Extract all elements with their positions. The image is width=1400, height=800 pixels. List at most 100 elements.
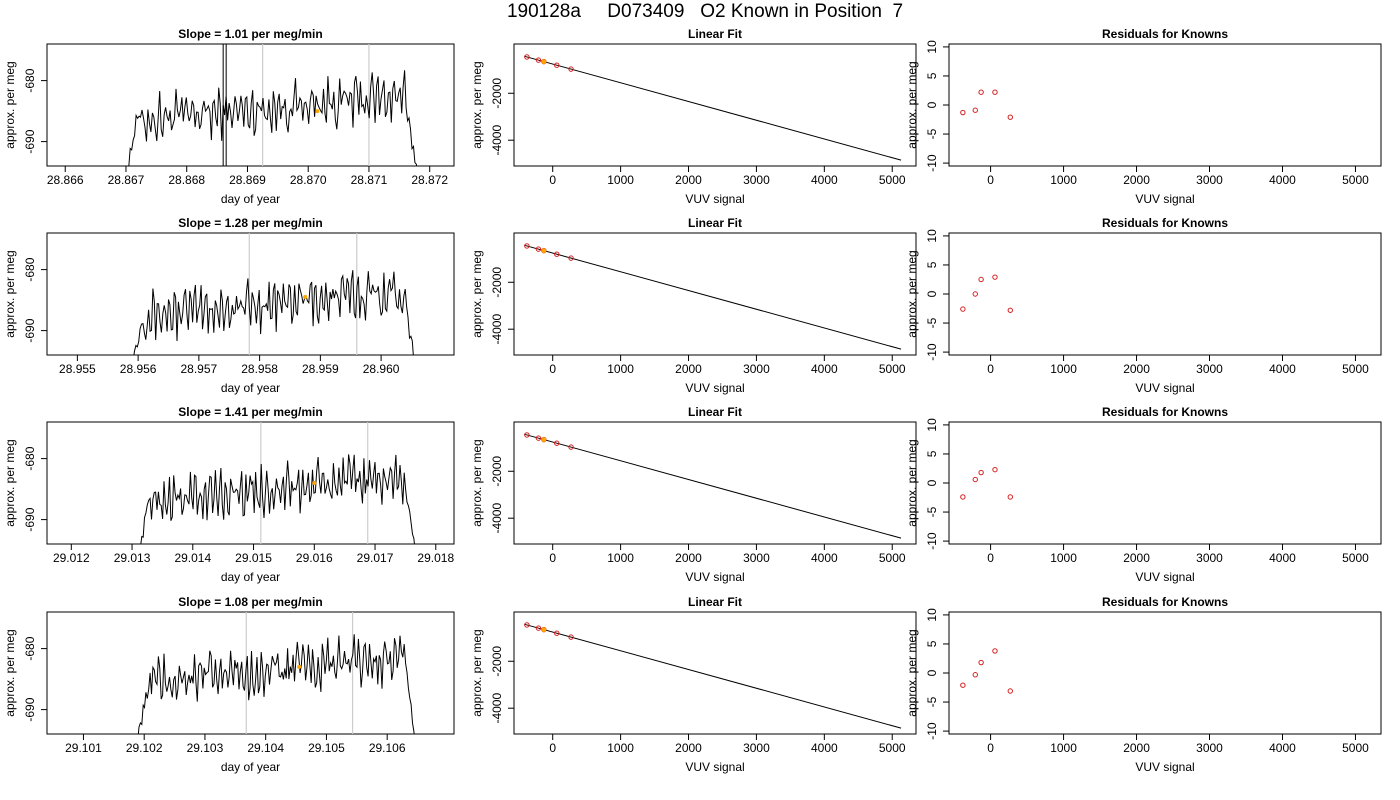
linear-fit-3-title: Linear Fit <box>688 405 742 419</box>
residuals-2-frame <box>948 232 1382 356</box>
linear-fit-2-data-point <box>554 251 560 257</box>
residuals-1-residual-point <box>960 109 966 116</box>
linear-fit-3-data-point <box>554 440 560 446</box>
residuals-1-xtick-label: 1000 <box>1050 173 1077 187</box>
residuals-2-xlabel: VUV signal <box>1135 381 1194 395</box>
residuals-2-ylabel: approx. per meg <box>905 250 919 337</box>
timeseries-3-xtick-label: 29.016 <box>296 551 333 565</box>
timeseries-4-frame <box>46 611 455 735</box>
linear-fit-2-frame <box>513 232 917 356</box>
timeseries-4-xtick-label: 29.106 <box>369 741 406 755</box>
timeseries-1-title: Slope = 1.01 per meg/min <box>178 27 322 41</box>
linear-fit-2-fit-line <box>524 244 902 350</box>
timeseries-3-marker-point <box>312 481 317 485</box>
residuals-2-residual-point <box>972 291 978 297</box>
linear-fit-4-xtick-label: 1000 <box>607 741 634 755</box>
linear-fit-3-xtick-label: 5000 <box>879 551 906 565</box>
residuals-2-ytick-label: 0 <box>925 290 939 297</box>
residuals-1-ytick-label: 0 <box>925 101 939 108</box>
linear-fit-4-ytick-label: -4000 <box>490 693 504 724</box>
residuals-4-xtick-label: 1000 <box>1050 741 1077 755</box>
timeseries-4-xlabel: day of year <box>221 760 280 774</box>
timeseries-2-xtick-label: 28.959 <box>302 362 339 376</box>
linear-fit-2-xlabel: VUV signal <box>685 381 744 395</box>
linear-fit-4-title: Linear Fit <box>688 595 742 609</box>
residuals-4-xtick-label: 0 <box>987 741 994 755</box>
residuals-1-residual-point <box>1007 114 1013 120</box>
linear-fit-4-ylabel: approx. per meg <box>470 629 484 716</box>
timeseries-4-ytick-label: -680 <box>23 636 37 660</box>
linear-fit-1-ylabel: approx. per meg <box>470 61 484 148</box>
residuals-3-xtick-label: 1000 <box>1050 551 1077 565</box>
linear-fit-2-ylabel: approx. per meg <box>470 250 484 337</box>
timeseries-3-frame <box>46 421 455 545</box>
linear-fit-1-data-point <box>568 66 574 72</box>
residuals-3-residual-point <box>992 466 998 473</box>
residuals-4-residual-point <box>1007 688 1013 694</box>
timeseries-3-xtick-label: 29.013 <box>114 551 151 565</box>
timeseries-3-xtick-label: 29.017 <box>357 551 394 565</box>
residuals-4-ytick-label: -5 <box>925 696 939 707</box>
linear-fit-2-ytick-label: -2000 <box>490 267 504 298</box>
residuals-1-ylabel: approx. per meg <box>905 61 919 148</box>
residuals-2-xtick-label: 1000 <box>1050 362 1077 376</box>
residuals-2-residual-point <box>992 274 998 280</box>
residuals-4-ytick-label: 0 <box>925 669 939 676</box>
timeseries-4-marker-point <box>297 664 302 669</box>
residuals-4-residual-point <box>978 659 984 666</box>
residuals-1-xtick-label: 4000 <box>1269 173 1296 187</box>
linear-fit-3-xtick-label: 4000 <box>811 551 838 565</box>
linear-fit-1-data-point <box>554 62 560 68</box>
residuals-3-xlabel: VUV signal <box>1135 570 1194 584</box>
residuals-3-ytick-label: -10 <box>925 532 939 550</box>
linear-fit-1-title: Linear Fit <box>688 27 742 41</box>
residuals-4-ytick-label: 10 <box>925 608 939 622</box>
timeseries-4-xtick-label: 29.103 <box>187 741 224 755</box>
residuals-4-residual-point <box>960 682 966 688</box>
residuals-2-ytick-label: 10 <box>925 229 939 243</box>
residuals-2-xtick-label: 5000 <box>1342 362 1369 376</box>
timeseries-3-xlabel: day of year <box>221 570 280 584</box>
linear-fit-1-marker-point <box>541 59 547 65</box>
linear-fit-3-ytick-label: -2000 <box>490 456 504 487</box>
timeseries-4-trace <box>137 634 415 734</box>
linear-fit-2-ytick-label: -4000 <box>490 314 504 345</box>
linear-fit-2-xtick-label: 4000 <box>811 362 838 376</box>
linear-fit-1-frame <box>513 43 917 167</box>
timeseries-4-xtick-label: 29.104 <box>247 741 284 755</box>
linear-fit-3-data-point <box>535 435 542 441</box>
residuals-4-ytick-label: 5 <box>925 640 939 647</box>
residuals-3-residual-point <box>960 494 966 500</box>
residuals-2-residual-point <box>1007 307 1013 313</box>
residuals-1-title: Residuals for Knowns <box>1102 27 1228 41</box>
linear-fit-3-frame <box>513 421 917 545</box>
residuals-3-residual-point <box>1007 494 1013 500</box>
linear-fit-2-data-point <box>524 243 530 249</box>
linear-fit-4-data-point <box>554 630 560 636</box>
linear-fit-3-marker-point <box>541 437 547 443</box>
timeseries-1-ytick-label: -690 <box>23 129 37 153</box>
residuals-4-xtick-label: 5000 <box>1342 741 1369 755</box>
linear-fit-4-ytick-label: -2000 <box>490 646 504 677</box>
linear-fit-2-xtick-label: 2000 <box>675 362 702 376</box>
timeseries-1-ylabel: approx. per meg <box>3 61 17 148</box>
timeseries-1-frame <box>46 43 455 167</box>
linear-fit-3-xtick-label: 3000 <box>743 551 770 565</box>
residuals-1-residual-point <box>992 89 998 95</box>
residuals-3-residual-point <box>978 469 984 476</box>
linear-fit-4-xtick-label: 0 <box>549 741 556 755</box>
residuals-3-xtick-label: 4000 <box>1269 551 1296 565</box>
linear-fit-3-xtick-label: 0 <box>549 551 556 565</box>
timeseries-3-xtick-label: 29.014 <box>174 551 211 565</box>
residuals-4-xtick-label: 2000 <box>1123 741 1150 755</box>
timeseries-4-title: Slope = 1.08 per meg/min <box>178 595 322 609</box>
residuals-3-frame <box>948 421 1382 545</box>
timeseries-2-ytick-label: -690 <box>23 318 37 342</box>
timeseries-1-xtick-label: 28.869 <box>229 173 266 187</box>
residuals-4-residual-point <box>972 672 978 678</box>
linear-fit-1-xtick-label: 4000 <box>811 173 838 187</box>
linear-fit-1-xlabel: VUV signal <box>685 192 744 206</box>
linear-fit-3-xtick-label: 2000 <box>675 551 702 565</box>
linear-fit-2-title: Linear Fit <box>688 216 742 230</box>
